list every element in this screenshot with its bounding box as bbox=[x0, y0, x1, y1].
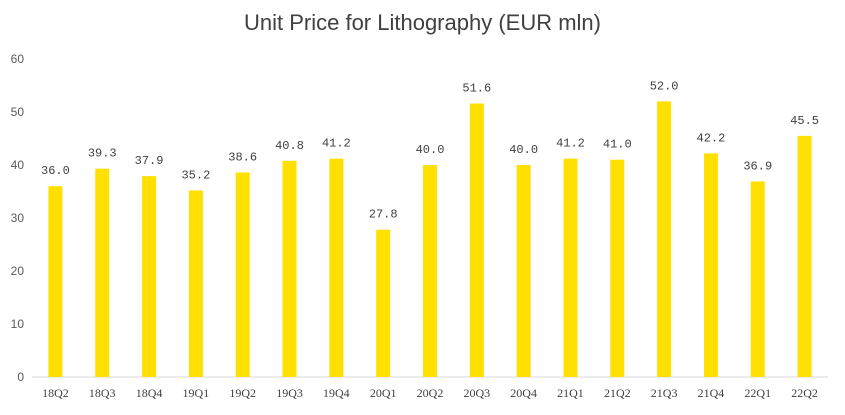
data-label: 40.0 bbox=[509, 143, 538, 157]
y-tick-label: 30 bbox=[11, 211, 25, 225]
x-category-label: 18Q4 bbox=[136, 386, 163, 400]
bar-20q2 bbox=[423, 165, 437, 377]
y-tick-label: 10 bbox=[11, 317, 25, 331]
x-category-label: 18Q2 bbox=[42, 386, 69, 400]
x-category-label: 22Q1 bbox=[744, 386, 771, 400]
data-label: 38.6 bbox=[228, 150, 257, 164]
x-category-label: 19Q3 bbox=[276, 386, 303, 400]
data-label: 45.5 bbox=[790, 114, 819, 128]
x-category-label: 20Q3 bbox=[463, 386, 490, 400]
data-label: 41.2 bbox=[556, 137, 585, 151]
bar-21q2 bbox=[610, 159, 625, 377]
x-category-label: 21Q2 bbox=[604, 386, 631, 400]
bar-21q3 bbox=[657, 101, 672, 378]
x-category-label: 19Q4 bbox=[323, 386, 350, 400]
category-labels-group: 18Q2 18Q3 18Q4 19Q1 19Q2 19Q3 19Q4 20Q1 20Q2 20Q3… bbox=[42, 386, 818, 400]
bars-group bbox=[48, 101, 812, 378]
data-label: 35.2 bbox=[181, 168, 210, 182]
data-label: 51.6 bbox=[462, 82, 491, 96]
y-axis-ticks: 0 10 20 30 40 50 60 bbox=[11, 52, 25, 384]
x-category-label: 19Q1 bbox=[183, 386, 210, 400]
data-label: 40.0 bbox=[416, 143, 445, 157]
x-category-label: 20Q1 bbox=[370, 386, 397, 400]
data-label: 36.9 bbox=[743, 159, 772, 173]
y-tick-label: 60 bbox=[11, 52, 25, 66]
bar-20q4 bbox=[516, 165, 531, 377]
x-category-label: 20Q2 bbox=[417, 386, 444, 400]
y-tick-label: 0 bbox=[17, 370, 24, 384]
bar-22q2 bbox=[797, 135, 812, 377]
bar-19q1 bbox=[188, 190, 203, 377]
bar-21q1 bbox=[563, 158, 578, 377]
bar-19q3 bbox=[282, 160, 297, 377]
x-category-label: 21Q1 bbox=[557, 386, 584, 400]
y-tick-label: 20 bbox=[11, 264, 25, 278]
bar-18q2 bbox=[48, 186, 63, 377]
bar-21q4 bbox=[703, 153, 718, 377]
x-category-label: 20Q4 bbox=[510, 386, 537, 400]
bar-20q3 bbox=[469, 103, 484, 378]
data-label: 36.0 bbox=[41, 164, 70, 178]
x-category-label: 21Q4 bbox=[698, 386, 725, 400]
bar-18q3 bbox=[95, 168, 110, 377]
bar-19q4 bbox=[329, 158, 344, 377]
data-label: 27.8 bbox=[369, 208, 398, 222]
x-category-label: 18Q3 bbox=[89, 386, 116, 400]
data-label: 42.2 bbox=[697, 131, 726, 145]
x-category-label: 22Q2 bbox=[791, 386, 818, 400]
data-labels-group: 36.0 39.3 37.9 35.2 38.6 40.8 41.2 27.8 40.0 51.6… bbox=[41, 79, 819, 221]
data-label: 41.0 bbox=[603, 138, 632, 152]
data-label: 39.3 bbox=[88, 147, 117, 161]
data-label: 41.2 bbox=[322, 137, 351, 151]
y-tick-label: 40 bbox=[11, 158, 25, 172]
data-label: 37.9 bbox=[135, 154, 164, 168]
data-label: 40.8 bbox=[275, 139, 304, 153]
bar-22q1 bbox=[750, 181, 765, 377]
chart-title: Unit Price for Lithography (EUR mln) bbox=[243, 10, 601, 35]
x-category-label: 19Q2 bbox=[229, 386, 256, 400]
bar-20q1 bbox=[376, 229, 391, 377]
y-tick-label: 50 bbox=[11, 105, 25, 119]
bar-19q2 bbox=[235, 172, 250, 377]
x-category-label: 21Q3 bbox=[651, 386, 678, 400]
data-label: 52.0 bbox=[650, 79, 679, 93]
bar-18q4 bbox=[142, 176, 157, 377]
